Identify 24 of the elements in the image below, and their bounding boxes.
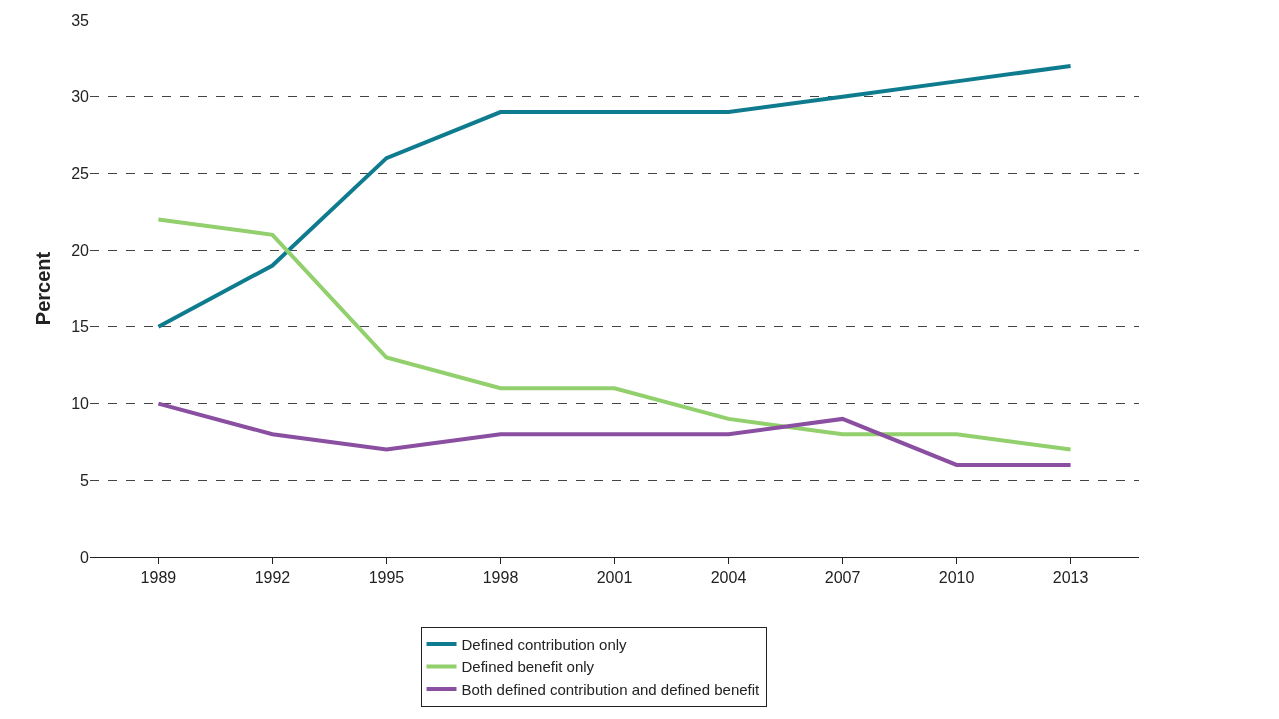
x-tick-label: 2001 — [596, 569, 633, 587]
legend-label: Defined contribution only — [461, 635, 628, 653]
y-tick-label: 30 — [71, 88, 90, 106]
y-tick-label: 25 — [71, 165, 90, 183]
line-series — [156, 217, 1073, 452]
y-tick-label: 0 — [80, 548, 90, 566]
x-tick-label: 2010 — [938, 569, 975, 587]
y-tick-label: 10 — [71, 395, 90, 413]
x-tick-label: 2013 — [1052, 569, 1089, 587]
y-axis-title: Percent — [31, 251, 54, 326]
x-tick-label: 2007 — [824, 569, 861, 587]
y-tick-label: 20 — [71, 241, 90, 259]
legend-label: Defined benefit only — [461, 658, 595, 676]
x-tick-label: 1992 — [254, 569, 291, 587]
x-tick-label: 1989 — [140, 569, 177, 587]
y-tick-label: 15 — [71, 318, 90, 336]
line-series — [156, 401, 1073, 467]
x-tick-label: 2004 — [710, 569, 747, 587]
x-tick-label: 1995 — [368, 569, 405, 587]
legend-label: Both defined contribution and defined benefit — [461, 680, 761, 698]
y-tick-label: 5 — [80, 471, 90, 489]
x-tick-label: 1998 — [482, 569, 519, 587]
y-tick-label: 35 — [71, 11, 90, 29]
line-series — [156, 64, 1073, 329]
